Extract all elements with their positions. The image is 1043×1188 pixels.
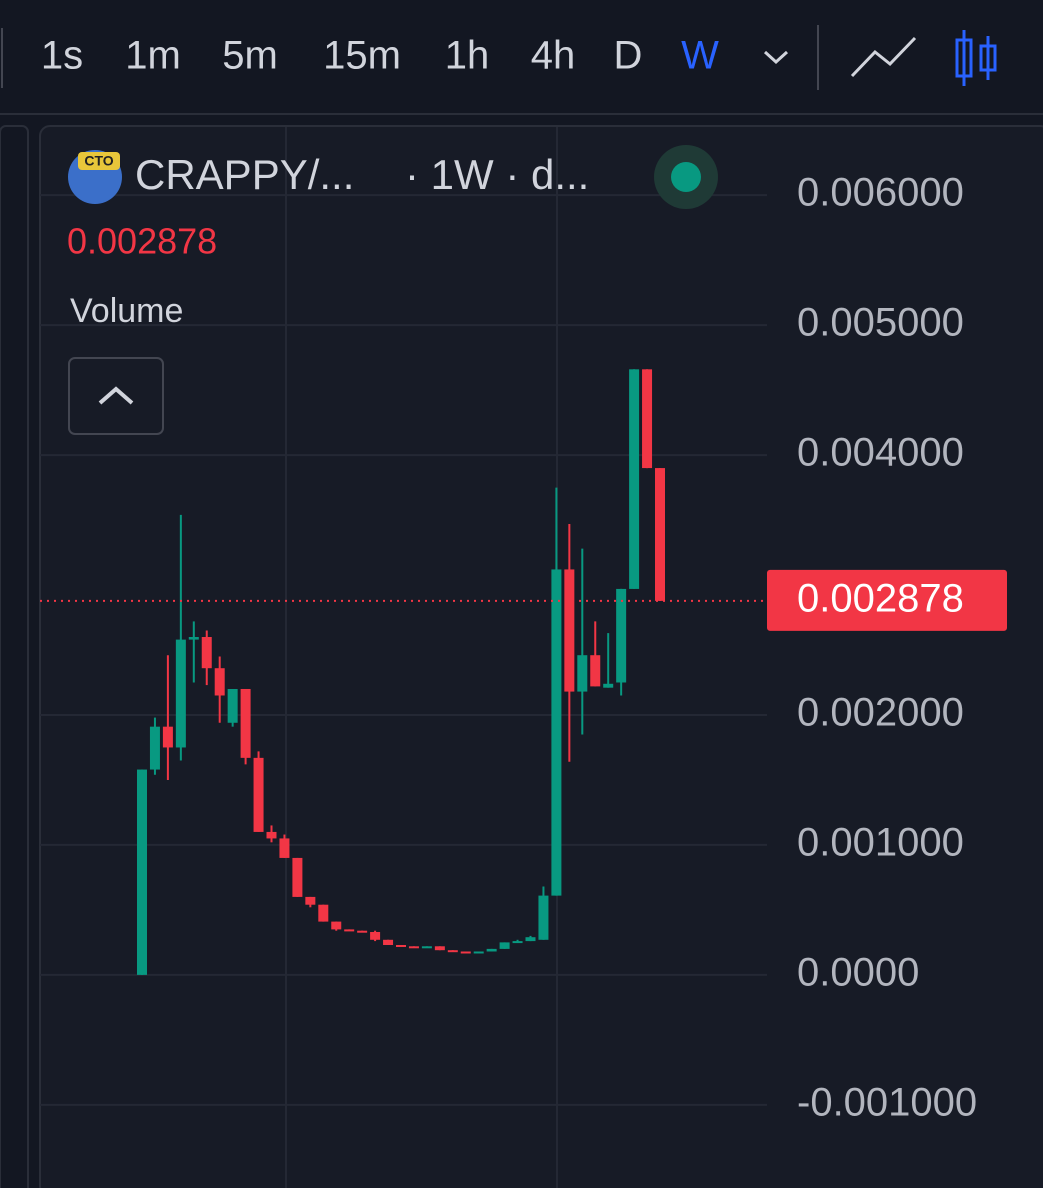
interval-button[interactable]: D <box>614 34 643 78</box>
candle-body <box>240 688 251 758</box>
badge <box>78 152 120 170</box>
candle-body <box>447 950 458 953</box>
candle-body <box>460 951 471 954</box>
candle-body <box>201 637 212 669</box>
interval-button[interactable]: 1s <box>41 34 83 78</box>
collapse-button[interactable] <box>68 357 164 435</box>
candle-body <box>266 831 277 839</box>
candle-body <box>188 637 199 640</box>
candle-body <box>331 921 342 930</box>
candle-body <box>408 946 419 949</box>
interval-button[interactable]: 1m <box>125 34 181 78</box>
interval-button[interactable]: 1h <box>445 34 490 78</box>
candle-body <box>162 726 173 748</box>
chevron-up <box>98 386 134 405</box>
last-price-label: 0.002878 <box>797 576 964 620</box>
status-dot <box>671 162 701 192</box>
candle-body <box>253 757 264 832</box>
candle-body <box>279 838 290 858</box>
y-tick-label: 0.001000 <box>797 820 964 864</box>
interval-button[interactable]: 5m <box>222 34 278 78</box>
symbol[interactable]: CRAPPY/... <box>135 151 354 198</box>
candle-body <box>149 726 160 770</box>
candle-body <box>137 769 147 975</box>
candle-body <box>564 569 575 692</box>
interval-button[interactable]: 15m <box>323 34 401 78</box>
candle-body <box>318 904 329 922</box>
candle-body <box>357 930 368 933</box>
candle-body <box>370 931 381 940</box>
candle-body <box>305 896 316 905</box>
y-tick-label: 0.002000 <box>797 691 964 735</box>
more-intervals[interactable] <box>763 50 789 65</box>
candle-body <box>473 951 484 954</box>
last-price-tag <box>767 569 1007 631</box>
indicator-name[interactable]: Volume <box>70 292 183 330</box>
chart-panel <box>39 125 1043 1188</box>
y-tick-label: 0.004000 <box>797 431 964 475</box>
candle-body <box>603 683 614 688</box>
candle-body <box>512 941 523 944</box>
candle-body <box>642 369 653 469</box>
header-price: 0.002878 <box>67 221 217 262</box>
candle-body <box>629 369 640 589</box>
candle-body <box>383 939 394 945</box>
candle-body <box>214 668 225 696</box>
candle-body <box>227 688 238 723</box>
candle-body <box>616 588 627 683</box>
line-chart-button[interactable] <box>850 36 917 78</box>
badge-text: CTO <box>84 153 113 169</box>
candle-body <box>396 944 406 947</box>
side-panel <box>0 125 29 1188</box>
candle-chart-button[interactable] <box>955 30 997 86</box>
candle-body <box>525 937 536 942</box>
y-tick-label: 0.0000 <box>797 950 919 994</box>
candle-body <box>175 639 186 748</box>
candle-body <box>590 655 601 687</box>
plot <box>40 194 767 1106</box>
candle-body <box>292 857 303 897</box>
y-tick-label: 0.006000 <box>797 171 964 215</box>
interval-label: · 1W · d... <box>405 151 589 198</box>
candle-body <box>486 948 497 952</box>
candle-body <box>538 895 549 940</box>
candle-body <box>577 655 588 692</box>
interval-button[interactable]: 4h <box>531 34 576 78</box>
candle-body <box>344 929 355 932</box>
candle-body <box>499 942 510 949</box>
candle-body <box>434 946 445 951</box>
candle-body <box>551 569 562 896</box>
candle-body <box>421 946 432 949</box>
y-tick-label: 0.005000 <box>797 301 964 345</box>
interval-button[interactable]: W <box>681 34 719 78</box>
y-tick-label: -0.001000 <box>797 1080 977 1124</box>
candle-body <box>655 468 665 601</box>
